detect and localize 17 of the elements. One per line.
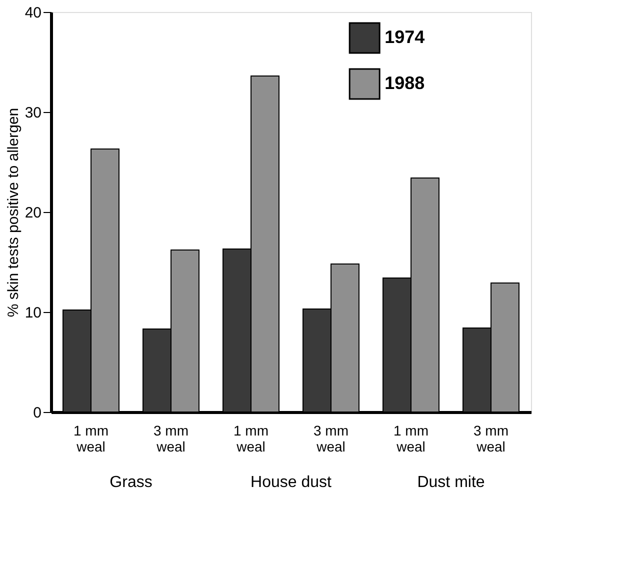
text: House dust [250, 474, 332, 491]
legend-label: 1974 [384, 27, 425, 47]
text: Grass [110, 474, 152, 491]
y-tick-label: 10 [24, 304, 42, 322]
x-tick-label: 1 mm weal [234, 422, 268, 454]
y-tick-label: 40 [24, 4, 42, 22]
x-tick-label: 3 mm weal [474, 422, 508, 454]
x-tick-label: 3 mm weal [314, 422, 348, 454]
legend-label: 1988 [384, 73, 425, 93]
y-tick-label: 30 [24, 104, 42, 122]
y-tick-label: 20 [24, 204, 42, 222]
y-tick-label: 0 [33, 404, 42, 422]
text: Dust mite [417, 474, 485, 491]
x-tick-label: 1 mm weal [74, 422, 108, 454]
x-tick-label: 1 mm weal [394, 422, 428, 454]
x-tick-label: 3 mm weal [154, 422, 188, 454]
y-axis-title: % skin tests positive to allergen [4, 108, 22, 318]
